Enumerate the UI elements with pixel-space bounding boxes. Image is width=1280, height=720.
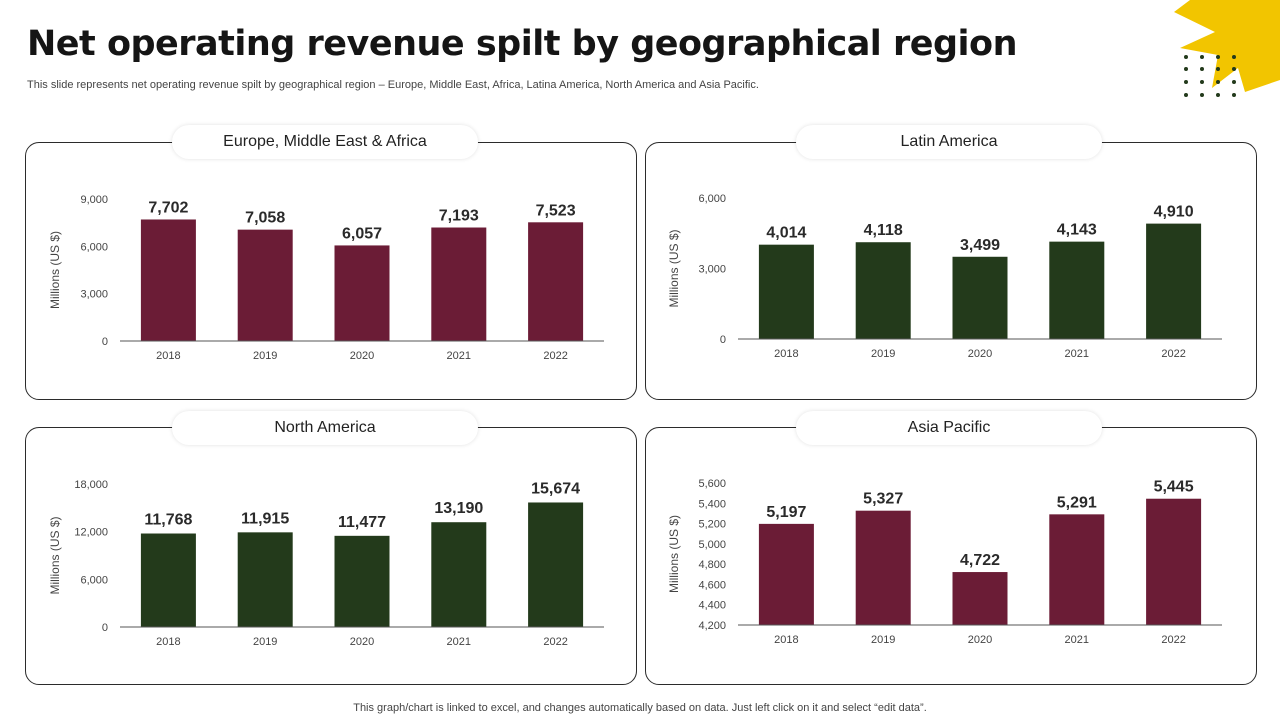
panel-title-emea: Europe, Middle East & Africa: [172, 125, 478, 159]
bar: [140, 219, 196, 341]
bar-value-label: 4,722: [960, 552, 1000, 569]
y-tick-label: 4,400: [698, 600, 726, 612]
bar: [855, 510, 911, 625]
y-tick-label: 5,000: [698, 539, 726, 551]
bar: [334, 245, 390, 341]
y-tick-label: 5,200: [698, 519, 726, 531]
y-axis-label: Millions (US $): [667, 229, 681, 307]
bar-value-label: 11,915: [241, 510, 289, 527]
bar: [952, 256, 1008, 339]
x-tick-label: 2018: [156, 350, 180, 362]
page-title: Net operating revenue spilt by geographi…: [27, 24, 1018, 64]
y-tick-label: 4,200: [698, 620, 726, 632]
y-tick-label: 6,000: [698, 193, 726, 205]
x-tick-label: 2022: [1161, 634, 1185, 646]
bar: [334, 535, 390, 627]
page-subtitle: This slide represents net operating reve…: [27, 79, 759, 91]
x-tick-label: 2019: [253, 350, 277, 362]
bar: [528, 222, 584, 341]
x-tick-label: 2019: [253, 636, 277, 648]
x-tick-label: 2022: [1161, 348, 1185, 360]
bar-value-label: 5,327: [863, 491, 903, 508]
y-tick-label: 0: [102, 622, 108, 634]
y-axis-label: Millions (US $): [667, 515, 681, 593]
bar: [431, 227, 487, 341]
y-tick-label: 0: [720, 334, 726, 346]
bar: [1146, 223, 1202, 339]
x-tick-label: 2021: [1065, 634, 1089, 646]
bar: [952, 572, 1008, 625]
bar-value-label: 6,057: [342, 225, 382, 242]
y-tick-label: 6,000: [80, 241, 108, 253]
y-tick-label: 9,000: [80, 194, 108, 206]
x-tick-label: 2020: [350, 636, 374, 648]
bar-value-label: 7,702: [148, 199, 188, 216]
bar-value-label: 7,193: [439, 208, 479, 225]
bar: [855, 242, 911, 339]
panel-title-asia-pacific: Asia Pacific: [796, 411, 1102, 445]
y-tick-label: 5,600: [698, 478, 726, 490]
y-tick-label: 18,000: [74, 479, 108, 491]
bar: [1049, 514, 1105, 625]
x-tick-label: 2020: [968, 634, 992, 646]
y-tick-label: 12,000: [74, 527, 108, 539]
x-tick-label: 2022: [543, 350, 567, 362]
bar-value-label: 7,058: [245, 210, 285, 227]
x-tick-label: 2020: [350, 350, 374, 362]
x-tick-label: 2021: [1065, 348, 1089, 360]
bar: [1049, 241, 1105, 339]
panel-title-latin-america: Latin America: [796, 125, 1102, 159]
bar: [237, 229, 293, 341]
dot-grid: [1184, 55, 1236, 97]
bar-value-label: 7,523: [536, 202, 576, 219]
bar-value-label: 5,197: [766, 504, 806, 521]
bar-value-label: 4,910: [1154, 204, 1194, 221]
bar: [431, 522, 487, 627]
bar: [1146, 498, 1202, 625]
bar-value-label: 4,014: [766, 225, 806, 242]
bar: [237, 532, 293, 627]
bar-value-label: 11,768: [144, 512, 192, 529]
y-tick-label: 3,000: [80, 289, 108, 301]
starburst-shape: [1174, 0, 1280, 92]
bar-value-label: 11,477: [338, 514, 386, 531]
bar: [758, 523, 814, 625]
x-tick-label: 2022: [543, 636, 567, 648]
bar-value-label: 3,499: [960, 237, 1000, 254]
x-tick-label: 2018: [774, 634, 798, 646]
y-tick-label: 0: [102, 336, 108, 348]
x-tick-label: 2021: [447, 636, 471, 648]
y-tick-label: 6,000: [80, 574, 108, 586]
x-tick-label: 2020: [968, 348, 992, 360]
y-axis-label: Millions (US $): [48, 231, 62, 309]
bar-value-label: 4,143: [1057, 222, 1097, 239]
bar-value-label: 13,190: [434, 500, 483, 517]
bar: [758, 244, 814, 339]
y-tick-label: 3,000: [698, 264, 726, 276]
y-tick-label: 4,800: [698, 559, 726, 571]
x-tick-label: 2019: [871, 634, 895, 646]
bar-value-label: 5,291: [1057, 494, 1097, 511]
decoration-graphic: [1174, 0, 1280, 97]
x-tick-label: 2019: [871, 348, 895, 360]
bar: [140, 533, 196, 627]
y-tick-label: 4,600: [698, 579, 726, 591]
x-tick-label: 2021: [447, 350, 471, 362]
bar-value-label: 4,118: [864, 222, 903, 239]
panel-title-north-america: North America: [172, 411, 478, 445]
bar: [528, 502, 584, 627]
bar-value-label: 15,674: [531, 480, 580, 497]
x-tick-label: 2018: [156, 636, 180, 648]
x-tick-label: 2018: [774, 348, 798, 360]
bar-value-label: 5,445: [1154, 479, 1194, 496]
y-axis-label: Millions (US $): [48, 516, 62, 594]
y-tick-label: 5,400: [698, 498, 726, 510]
footer-note: This graph/chart is linked to excel, and…: [353, 702, 927, 714]
